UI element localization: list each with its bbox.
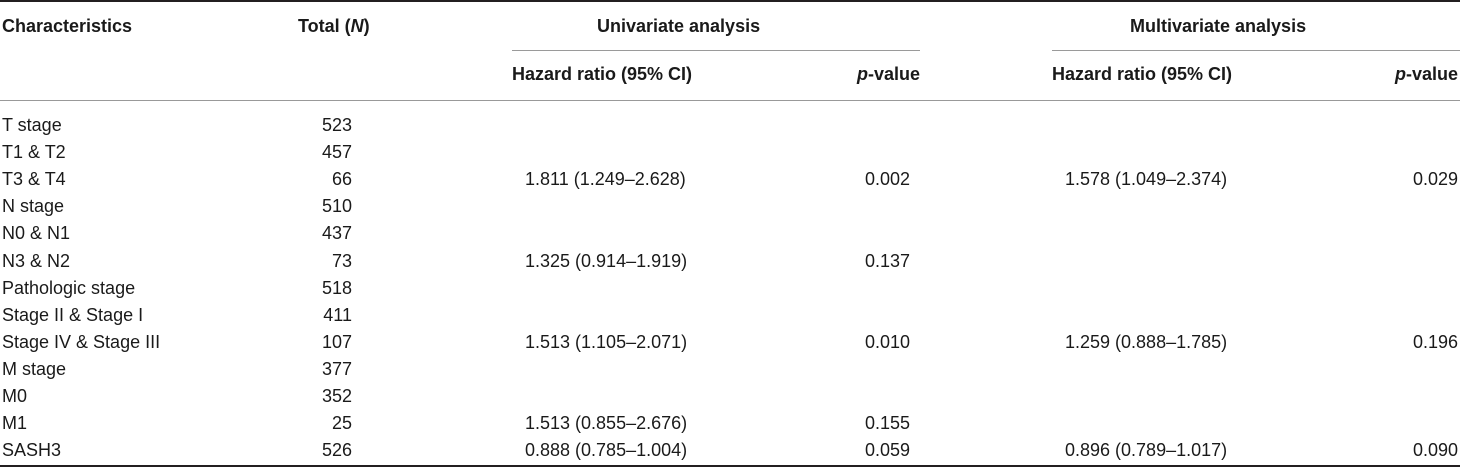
cell-characteristic: N stage bbox=[2, 196, 65, 216]
cell-multi-hr: 0.896 (0.789–1.017) bbox=[1065, 440, 1228, 460]
table-row: T stage 523 bbox=[0, 114, 1460, 138]
table-row: N stage 510 bbox=[0, 195, 1460, 219]
cell-characteristic: T3 & T4 bbox=[2, 169, 66, 189]
header-uni-p: p-value bbox=[820, 63, 920, 85]
cell-uni-p: 0.155 bbox=[864, 413, 910, 433]
table-row: N3 & N2 73 1.325 (0.914–1.919) 0.137 bbox=[0, 250, 1460, 274]
cell-total: 66 bbox=[331, 169, 352, 189]
cell-total: 107 bbox=[321, 332, 352, 352]
cell-total: 523 bbox=[321, 115, 352, 135]
cell-uni-hr: 1.811 (1.249–2.628) bbox=[525, 169, 686, 189]
cell-total: 437 bbox=[321, 223, 352, 243]
table-row: M stage 377 bbox=[0, 358, 1460, 382]
cell-uni-p: 0.002 bbox=[864, 169, 910, 189]
header-multi-p-letter: p bbox=[1394, 64, 1406, 84]
cell-total: 377 bbox=[321, 359, 352, 379]
cell-characteristic: N0 & N1 bbox=[2, 223, 71, 243]
table-row: T3 & T4 66 1.811 (1.249–2.628) 0.002 1.578 (… bbox=[0, 168, 1460, 192]
cell-characteristic: M0 bbox=[2, 386, 28, 406]
cell-characteristic: N3 & N2 bbox=[2, 251, 71, 271]
cell-uni-hr: 0.888 (0.785–1.004) bbox=[525, 440, 688, 460]
cell-total: 526 bbox=[321, 440, 352, 460]
cell-total: 352 bbox=[321, 386, 352, 406]
bottom-rule bbox=[0, 465, 1460, 467]
cell-total: 25 bbox=[331, 413, 352, 433]
header-total-prefix: Total ( bbox=[298, 16, 351, 36]
table-row: Pathologic stage 518 bbox=[0, 277, 1460, 301]
table-row: M0 352 bbox=[0, 385, 1460, 409]
cell-characteristic: Stage II & Stage I bbox=[2, 305, 144, 325]
cell-multi-hr: 1.578 (1.049–2.374) bbox=[1065, 169, 1228, 189]
cell-multi-hr: 1.259 (0.888–1.785) bbox=[1065, 332, 1228, 352]
header-multivariate: Multivariate analysis bbox=[1130, 16, 1307, 36]
cell-multi-p: 0.029 bbox=[1412, 169, 1458, 189]
cell-total: 510 bbox=[321, 196, 352, 216]
header-uni-p-letter: p bbox=[856, 64, 868, 84]
cell-total: 457 bbox=[321, 142, 352, 162]
table-row: SASH3 526 0.888 (0.785–1.004) 0.059 0.896 (0… bbox=[0, 439, 1460, 463]
header-total-suffix: ) bbox=[363, 16, 370, 36]
table-row: M1 25 1.513 (0.855–2.676) 0.155 bbox=[0, 412, 1460, 436]
table-row: Stage IV & Stage III 107 1.513 (1.105–2.07… bbox=[0, 331, 1460, 355]
cell-uni-p: 0.137 bbox=[864, 251, 910, 271]
header-uni-hr: Hazard ratio (95% CI) bbox=[512, 64, 693, 84]
table-row: T1 & T2 457 bbox=[0, 141, 1460, 165]
cell-characteristic: Pathologic stage bbox=[2, 278, 136, 298]
cell-characteristic: T stage bbox=[2, 115, 62, 135]
cell-total: 411 bbox=[323, 305, 352, 325]
univariate-span-rule bbox=[512, 50, 920, 51]
table-row: Stage II & Stage I 411 bbox=[0, 304, 1460, 328]
cell-multi-p: 0.090 bbox=[1412, 440, 1458, 460]
cell-characteristic: SASH3 bbox=[2, 440, 62, 460]
cell-uni-p: 0.059 bbox=[864, 440, 910, 460]
header-multi-p: p-value bbox=[1358, 63, 1458, 85]
multivariate-span-rule bbox=[1052, 50, 1460, 51]
top-rule bbox=[0, 0, 1460, 2]
cell-uni-hr: 1.513 (0.855–2.676) bbox=[525, 413, 688, 433]
header-univariate: Univariate analysis bbox=[597, 16, 761, 36]
header-rule bbox=[0, 100, 1460, 101]
header-uni-p-rest: -value bbox=[867, 64, 920, 84]
header-characteristics: Characteristics bbox=[2, 16, 133, 36]
header-multi-p-rest: -value bbox=[1405, 64, 1458, 84]
table-row: N0 & N1 437 bbox=[0, 222, 1460, 246]
cell-total: 518 bbox=[321, 278, 352, 298]
cell-uni-hr: 1.513 (1.105–2.071) bbox=[525, 332, 688, 352]
cell-characteristic: Stage IV & Stage III bbox=[2, 332, 161, 352]
header-total: Total (N) bbox=[298, 15, 370, 37]
cell-characteristic: T1 & T2 bbox=[2, 142, 66, 162]
cell-total: 73 bbox=[331, 251, 352, 271]
header-total-n: N bbox=[350, 16, 364, 36]
cell-characteristic: M1 bbox=[2, 413, 28, 433]
cell-uni-p: 0.010 bbox=[864, 332, 910, 352]
cell-multi-p: 0.196 bbox=[1412, 332, 1458, 352]
cell-uni-hr: 1.325 (0.914–1.919) bbox=[525, 251, 688, 271]
header-multi-hr: Hazard ratio (95% CI) bbox=[1052, 64, 1233, 84]
cell-characteristic: M stage bbox=[2, 359, 67, 379]
